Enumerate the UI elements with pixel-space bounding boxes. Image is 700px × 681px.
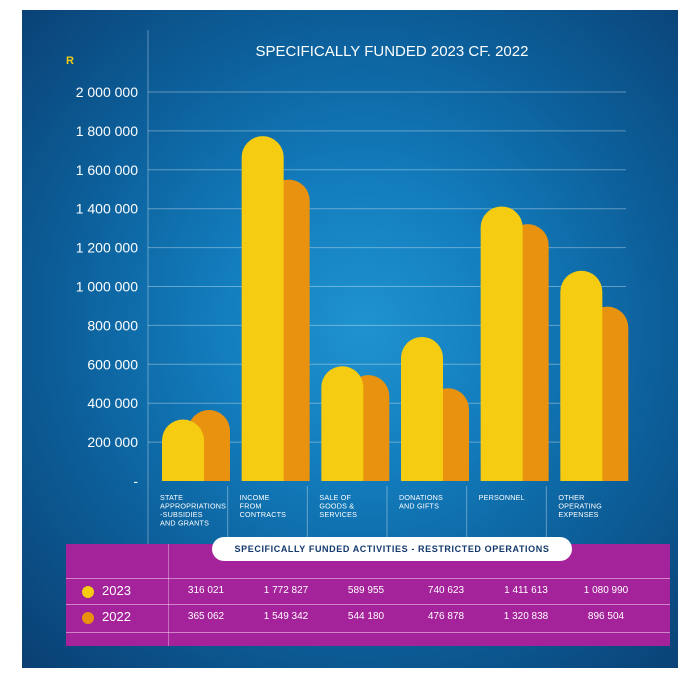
table-cell: 589 955	[347, 585, 385, 596]
y-tick-label: 1 600 000	[76, 162, 138, 178]
category-label: PERSONNEL	[479, 493, 525, 502]
category-label-line: AND GIFTS	[399, 502, 439, 511]
bar-2023-3	[401, 336, 443, 481]
table-cell: 1 080 990	[583, 585, 629, 596]
category-label-line: -SUBSIDIES	[160, 510, 203, 519]
table-cell: 316 021	[187, 585, 225, 596]
table-cell: 476 878	[427, 611, 465, 622]
table-divider	[168, 544, 169, 646]
table-row-divider	[66, 632, 670, 633]
category-label-line: AND GRANTS	[160, 519, 209, 528]
chart-panel: R SPECIFICALLY FUNDED 2023 CF. 2022 2 00…	[22, 10, 678, 668]
category-label: STATE APPROPRIATIONS -SUBSIDIES AND GRANTS	[160, 493, 226, 528]
table-row-divider	[66, 604, 670, 605]
table-cell: 740 623	[427, 585, 465, 596]
bar-chart: R SPECIFICALLY FUNDED 2023 CF. 2022 2 00…	[66, 30, 629, 544]
bar-2023-1	[241, 136, 284, 481]
bar-2023-4	[480, 206, 523, 481]
category-label-line: APPROPRIATIONS	[160, 502, 226, 511]
legend-dot-2022	[82, 612, 94, 624]
category-label-line: INCOME	[240, 493, 270, 502]
y-tick-label: -	[133, 473, 138, 489]
y-tick-label: 1 800 000	[76, 123, 138, 139]
legend-dot-2023	[82, 586, 94, 598]
table-cell: 544 180	[347, 611, 385, 622]
category-label: OTHER OPERATING EXPENSES	[558, 493, 602, 519]
table-cell: 1 411 613	[504, 585, 548, 596]
category-label-line: OPERATING	[558, 502, 602, 511]
category-label: DONATIONS AND GIFTS	[399, 493, 443, 511]
y-tick-label: 200 000	[87, 434, 138, 450]
table-cell: 1 549 342	[263, 611, 309, 622]
table-row-2023: 2023 316 021 1 772 827 589 955 740 623 1 411 …	[66, 579, 670, 605]
table-cell: 1 320 838	[503, 611, 549, 622]
y-tick-label: 1 200 000	[76, 240, 138, 256]
category-label-line: GOODS &	[319, 502, 354, 511]
category-label-line: SALE OF	[319, 493, 351, 502]
data-table: SPECIFICALLY FUNDED ACTIVITIES - RESTRIC…	[66, 537, 670, 646]
row-year-label: 2023	[102, 583, 131, 598]
y-tick-label: 600 000	[87, 356, 138, 372]
y-axis-unit: R	[66, 55, 74, 67]
category-label-line: STATE	[160, 493, 183, 502]
category-label-line: SERVICES	[319, 510, 357, 519]
bar-2023-0	[162, 419, 204, 481]
bar-2023-5	[560, 270, 603, 481]
y-tick-label: 1 400 000	[76, 201, 138, 217]
category-label-line: OTHER	[558, 493, 584, 502]
row-year-label: 2022	[102, 609, 131, 624]
category-label-line: EXPENSES	[558, 510, 598, 519]
table-cell: 896 504	[587, 611, 625, 622]
y-tick-label: 400 000	[87, 395, 138, 411]
y-tick-label: 800 000	[87, 317, 138, 333]
table-cell: 1 772 827	[263, 585, 309, 596]
bar-2023-2	[321, 366, 364, 481]
table-row-2022: 2022 365 062 1 549 342 544 180 476 878 1 320 …	[66, 605, 670, 631]
table-header: SPECIFICALLY FUNDED ACTIVITIES - RESTRIC…	[212, 537, 572, 561]
y-tick-label: 1 000 000	[76, 279, 138, 295]
chart-title: SPECIFICALLY FUNDED 2023 CF. 2022	[256, 43, 529, 60]
category-label-line: CONTRACTS	[240, 510, 287, 519]
category-label-line: FROM	[240, 502, 262, 511]
y-tick-label: 2 000 000	[76, 84, 138, 100]
table-row-divider	[66, 578, 670, 579]
category-label: SALE OF GOODS & SERVICES	[319, 493, 357, 519]
category-label-line: DONATIONS	[399, 493, 443, 502]
table-cell: 365 062	[187, 611, 225, 622]
category-label: INCOME FROM CONTRACTS	[240, 493, 287, 519]
category-label-line: PERSONNEL	[479, 493, 525, 502]
